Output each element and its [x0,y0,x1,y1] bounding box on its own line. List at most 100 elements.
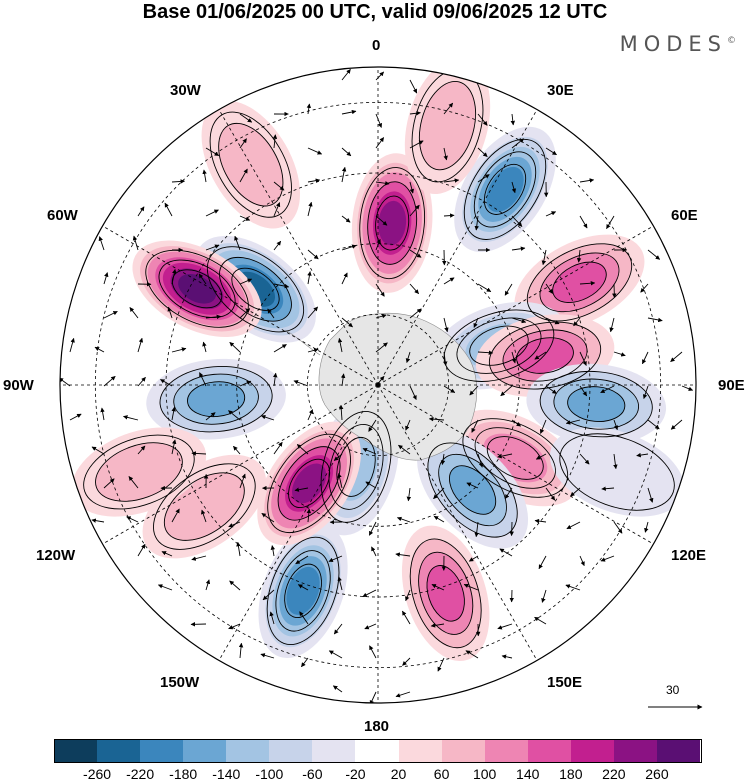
anomaly-level [516,337,574,374]
colorbar-segment [140,739,184,763]
wind-arrow [205,314,222,320]
wind-arrow [171,406,176,421]
wind-arrow [228,410,241,421]
wind-arrow [260,414,275,421]
wind-arrow [474,521,479,538]
wind-arrow [409,308,422,319]
wind-arrow [437,657,445,672]
wind-arrow [293,380,309,387]
wind-arrow [272,134,278,149]
colorbar-segment [312,739,356,763]
meridian-line [218,384,379,661]
wind-arrow [579,178,595,183]
meridian-line [102,225,379,386]
anomaly-level [286,566,320,615]
wind-vectors [60,69,694,703]
lon-label-30w: 30W [170,82,201,99]
lon-label-180: 180 [364,718,390,735]
lon-label-60w: 60W [47,207,78,224]
wind-arrow [91,518,105,523]
wind-arrow [433,515,445,523]
wind-arrow [228,623,241,630]
wind-arrow [409,79,418,94]
wind-arrow [100,407,105,421]
anomaly-level [449,465,496,515]
wind-arrow [579,215,588,229]
wind-arrow [395,691,411,698]
wind-arrow [103,375,116,387]
wind-arrow [501,654,513,659]
wind-arrow [443,178,460,183]
wind-arrow [468,555,479,562]
wind-arrow [164,202,173,217]
wind-arrow [647,487,654,503]
wind-arrow [267,308,275,319]
wind-arrow [465,650,479,659]
colorbar-tick-label: -20 [345,766,366,782]
colorbar-tick-label: -260 [83,766,112,782]
wind-arrow [442,351,448,366]
meridian-line [102,384,379,545]
anomaly-level [552,262,607,303]
wind-arrow [229,341,241,353]
anomaly-level [187,381,245,417]
wind-arrow [239,168,248,183]
wind-arrow [69,337,75,353]
wind-arrow [103,478,115,489]
wind-arrow [406,487,412,502]
lon-label-120e: 120E [671,547,707,564]
pole-marker [375,382,381,388]
wind-arrow [504,283,513,296]
lon-label-150w: 150W [160,674,200,691]
wind-arrow [340,373,346,387]
wind-arrow [375,313,387,319]
wind-arrow [471,419,479,433]
wind-arrow [466,482,479,489]
geopotential-anomaly-field [71,67,685,662]
colorbar-tick-label: -60 [302,766,323,782]
colorbar-tick-label: 220 [602,766,626,782]
colorbar-segment [441,739,486,763]
wind-arrow [534,351,547,360]
wind-arrow [273,283,290,289]
wind-arrow [477,113,488,126]
lon-label-60e: 60E [671,207,698,224]
contour-3 [526,243,633,322]
wind-arrow [473,317,479,328]
wind-arrow [613,521,623,534]
wind-arrow [103,272,109,285]
wind-arrow [191,451,207,456]
wind-arrow [402,657,411,666]
wind-arrow [269,611,275,625]
wind-arrow [613,419,619,431]
wind-arrow [398,444,411,455]
wind-arrow [375,215,388,226]
wind-arrow [297,584,309,591]
meridian-line [377,109,538,386]
wind-arrow [541,589,547,603]
wind-arrow [430,623,445,628]
wind-arrow [157,584,173,591]
wind-arrow [371,546,377,557]
wind-arrow [337,473,343,489]
wind-arrow [270,545,276,557]
wind-arrow [600,385,615,394]
colorbar-segment [97,739,141,763]
wind-arrow [328,650,343,659]
wind-arrow [239,380,252,387]
map-title: Base 01/06/2025 00 UTC, valid 09/06/2025… [142,1,608,23]
wind-arrow [69,413,82,421]
wind-arrow [576,249,582,263]
wind-arrow [307,147,323,155]
meridian-line [377,384,654,545]
wind-arrow [307,178,321,183]
wind-arrow [601,486,615,491]
wind-arrow [341,272,348,285]
colorbar-segment [183,739,227,763]
wind-arrow [239,278,253,285]
wind-arrow [428,416,445,422]
wind-arrow [409,140,424,149]
colorbar-tick-label: -140 [212,766,241,782]
wind-arrow [337,576,343,591]
wind-arrow [137,543,146,557]
